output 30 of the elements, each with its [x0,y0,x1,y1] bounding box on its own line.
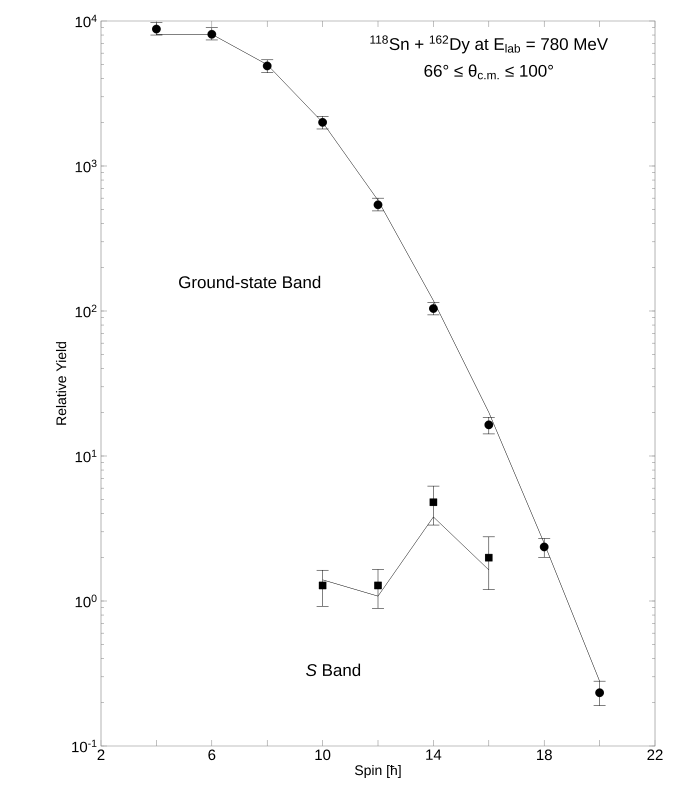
x-tick-label: 22 [647,750,663,760]
point [430,498,438,506]
y-tick-label: 10$^{4}$ [76,14,97,28]
y-tick-label: 10$^{3}$ [76,160,97,172]
point [374,200,382,210]
point [540,542,549,552]
x-tick-label: 14 [426,750,442,760]
point [262,62,272,70]
y-tick-label: 10$^{-1}$ [72,740,96,752]
x-tick-label: 6 [208,750,216,760]
x-tick-label: 10 [315,750,330,760]
point [429,304,438,313]
x-axis-title: Spin [ħ] [354,764,401,778]
y-tick-label: 10$^{1}$ [76,450,96,462]
y-tick-label: 10$^{2}$ [76,304,96,318]
point [484,420,494,430]
x-tick-label: 2 [98,750,104,760]
annotation: Ground-state Band [179,276,320,288]
point [595,688,604,698]
y-axis-title: Relative Yield [56,342,66,425]
annotation: S Band [306,664,360,676]
point [374,582,382,590]
annotation: 66° ≤ θ$_{c.m.}$ ≤ 100° [424,64,553,80]
x-tick-label: 18 [537,750,552,760]
point [318,582,326,590]
point [318,118,327,127]
point [485,554,493,562]
y-tick-label: 10$^{0}$ [76,594,97,608]
point [207,30,216,39]
annotation: $^{118}$Sn + $^{162}$Dy at E$_{lab}$ = 780 MeV [370,35,608,54]
